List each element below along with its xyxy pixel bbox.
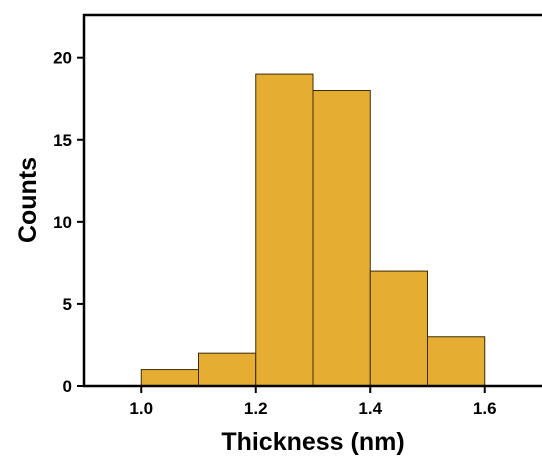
x-tick-label: 1.0 [129,399,153,418]
bar [198,352,257,387]
x-tick-label: 1.2 [244,399,268,418]
y-tick-label: 20 [53,49,72,68]
y-axis-title: Counts [14,157,42,243]
x-axis-title: Thickness (nm) [221,428,404,456]
bar [369,270,428,387]
y-tick-label: 5 [63,295,72,314]
x-tick-label: 1.6 [473,399,497,418]
bar [140,369,199,387]
bar [255,73,314,387]
y-tick-label: 15 [53,131,72,150]
bar [312,90,371,387]
axis-frame [82,13,542,388]
y-tick-label: 0 [63,377,72,396]
y-tick-label: 10 [53,213,72,232]
bar [427,336,486,387]
x-tick-label: 1.4 [358,399,382,418]
